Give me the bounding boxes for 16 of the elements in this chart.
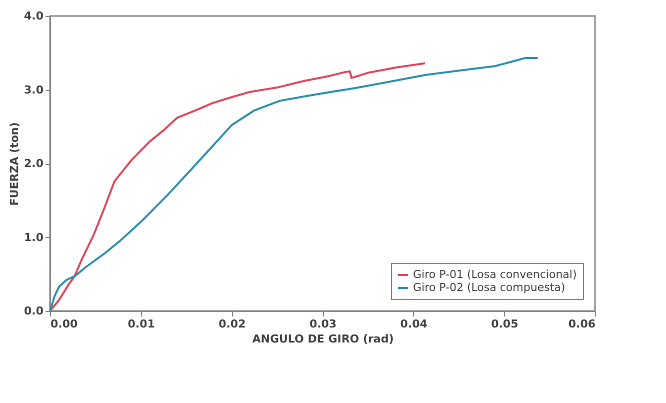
x-tick-label: 0.05	[491, 318, 518, 330]
y-tick-label: 3.0	[24, 83, 44, 96]
y-tick-label: 4.0	[24, 10, 44, 22]
x-tick-label: 0.03	[309, 318, 337, 330]
legend-label: Giro P-01 (Losa convencional)	[413, 268, 577, 281]
y-tick-label: 0.0	[24, 304, 44, 318]
x-tick-label: 0.00	[50, 318, 78, 330]
x-tick-label: 0.06	[568, 318, 596, 330]
x-tick-label: 0.04	[400, 318, 428, 330]
x-tick-label: 0.01	[128, 318, 155, 330]
x-tick-label: 0.02	[218, 318, 246, 330]
y-tick-label: 1.0	[24, 230, 44, 244]
y-tick-label: 2.0	[24, 157, 44, 170]
y-axis-title: FUERZA (ton)	[8, 122, 22, 206]
x-axis-title: ANGULO DE GIRO (rad)	[252, 332, 394, 346]
legend-label: Giro P-02 (Losa compuesta)	[413, 281, 566, 294]
